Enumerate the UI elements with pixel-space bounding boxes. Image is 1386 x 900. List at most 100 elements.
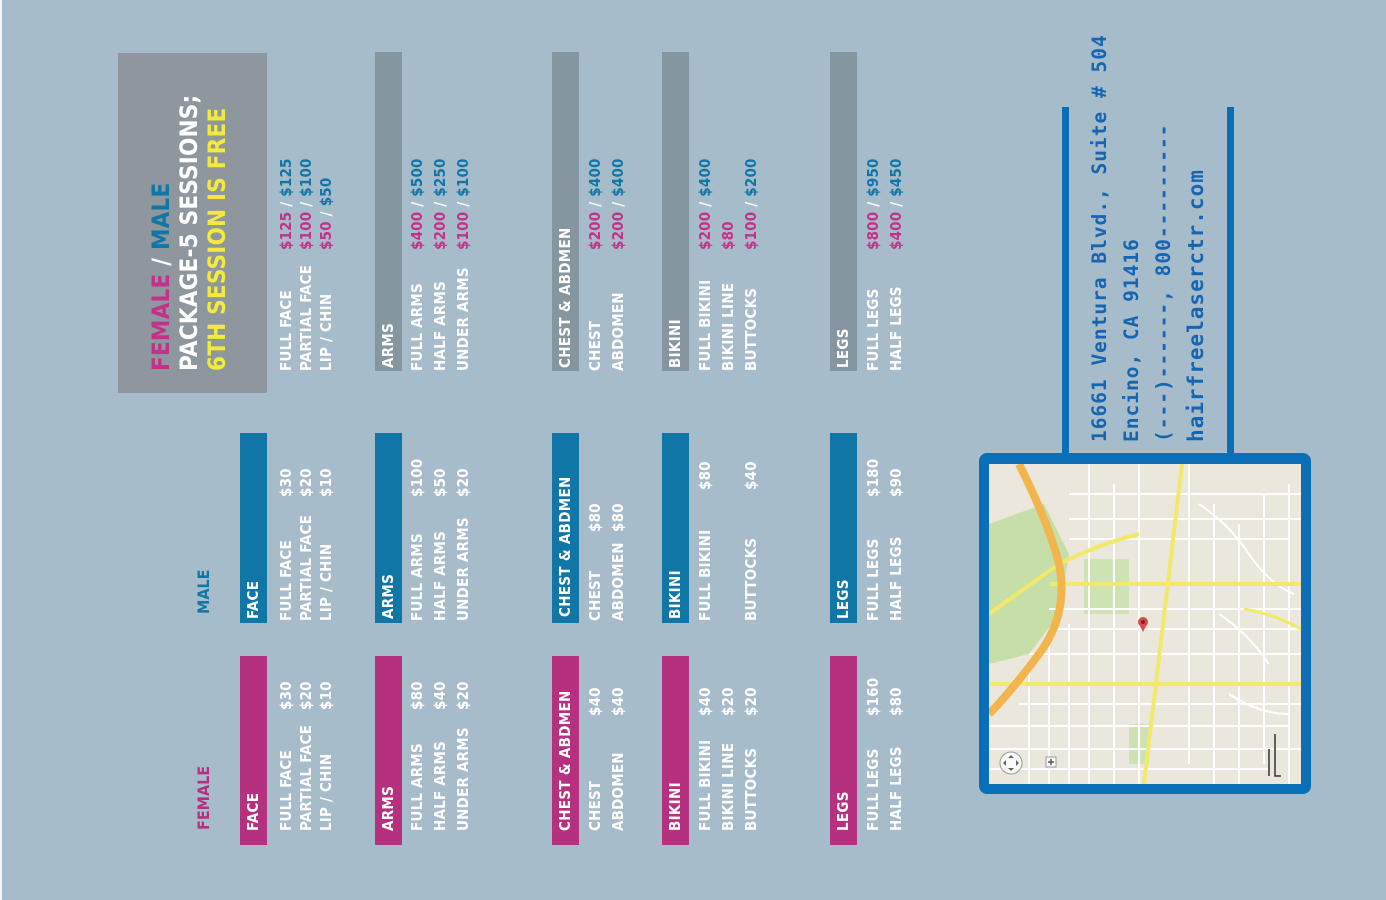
male-chest-bar — [552, 433, 579, 623]
package-sessions-line: PACKAGE-5 SESSIONS; — [175, 94, 203, 371]
male-arms-item-2: HALF ARMS — [431, 530, 449, 621]
male-chest-item-2: ABDOMEN — [609, 542, 627, 621]
pkg-bikini-item-2: BIKINI LINE — [719, 282, 737, 371]
male-bikini-item-2: BUTTOCKS — [742, 537, 760, 621]
pkg-legs-price-1: $800 / $950 — [864, 158, 882, 250]
female-legs-title: LEGS — [834, 791, 852, 831]
female-bikini-bar — [662, 656, 689, 845]
male-legs-item-1: FULL LEGS — [864, 538, 882, 621]
location-map[interactable] — [979, 453, 1311, 794]
pkg-legs-title: LEGS — [834, 328, 852, 368]
pkg-bikini-price-1: $200 / $400 — [696, 158, 714, 250]
pkg-arms-title: ARMS — [379, 322, 397, 368]
pkg-arms-price-2: $200 / $250 — [431, 158, 449, 250]
pkg-face-item-1: FULL FACE — [277, 290, 295, 371]
male-chest-title: CHEST & ABDMEN — [556, 476, 574, 617]
pkg-arms-item-3: UNDER ARMS — [454, 267, 472, 371]
male-face-price-1: $30 — [277, 468, 295, 497]
female-face-item-2: PARTIAL FACE — [297, 724, 315, 831]
female-face-price-1: $30 — [277, 681, 295, 710]
female-arms-price-2: $40 — [431, 681, 449, 710]
female-arms-bar — [375, 656, 402, 845]
pkg-face-item-2: PARTIAL FACE — [297, 264, 315, 371]
male-bikini-bar — [662, 433, 689, 623]
map-location-pin[interactable] — [1138, 617, 1148, 632]
female-arms-item-3: UNDER ARMS — [454, 727, 472, 831]
male-label: MALE — [194, 569, 213, 614]
female-bikini-price-3: $20 — [742, 687, 760, 716]
pkg-bikini-price-2: $80 — [719, 221, 737, 250]
male-face-item-3: LIP / CHIN — [317, 543, 335, 621]
map-park-area — [1084, 559, 1129, 614]
pkg-arms-item-2: HALF ARMS — [431, 280, 449, 371]
male-bikini-price-1: $80 — [696, 461, 714, 490]
female-arms-price-1: $80 — [408, 681, 426, 710]
package-slash: / — [147, 250, 175, 274]
female-face-item-1: FULL FACE — [277, 750, 295, 831]
female-bikini-item-1: FULL BIKINI — [696, 739, 714, 831]
pkg-chest-price-2: $200 / $400 — [609, 158, 627, 250]
map-scale-bar — [1268, 734, 1281, 777]
map-canvas[interactable] — [989, 464, 1301, 784]
contact-address: 16661 Ventura Blvd., Suite # 504 — [1088, 34, 1111, 442]
female-bikini-title: BIKINI — [666, 782, 684, 831]
package-card: FEMALE / MALE PACKAGE-5 SESSIONS; 6TH SE… — [118, 53, 267, 393]
pkg-bikini-bar — [662, 52, 689, 371]
map-road-ventura-blvd — [1142, 464, 1184, 784]
male-chest-item-1: CHEST — [586, 570, 604, 621]
female-chest-price-1: $40 — [586, 687, 604, 716]
male-face-price-3: $10 — [317, 468, 335, 497]
pkg-chest-price-1: $200 / $400 — [586, 158, 604, 250]
female-chest-bar — [552, 656, 579, 845]
page-edge — [0, 0, 2, 900]
female-legs-price-2: $80 — [887, 687, 905, 716]
package-gender-line: FEMALE / MALE — [147, 183, 175, 371]
pkg-bikini-item-1: FULL BIKINI — [696, 279, 714, 371]
female-chest-price-2: $40 — [609, 687, 627, 716]
male-legs-title: LEGS — [834, 579, 852, 619]
map-freeway — [989, 464, 1066, 717]
pkg-legs-item-1: FULL LEGS — [864, 288, 882, 371]
map-pan-control[interactable] — [999, 751, 1023, 775]
pkg-arms-item-1: FULL ARMS — [408, 283, 426, 371]
pkg-legs-price-2: $400 / $450 — [887, 158, 905, 250]
female-arms-price-3: $20 — [454, 681, 472, 710]
female-chest-item-2: ABDOMEN — [609, 752, 627, 831]
pkg-chest-item-2: ABDOMEN — [609, 292, 627, 371]
male-face-bar — [240, 433, 267, 623]
package-free-session-line: 6TH SESSION IS FREE — [203, 107, 231, 371]
pkg-bikini-price-3: $100 / $200 — [742, 158, 760, 250]
pkg-arms-bar — [375, 52, 402, 371]
female-bikini-price-2: $20 — [719, 687, 737, 716]
male-arms-title: ARMS — [379, 573, 397, 619]
female-chest-title: CHEST & ABDMEN — [556, 690, 574, 831]
male-face-item-1: FULL FACE — [277, 540, 295, 621]
pkg-bikini-title: BIKINI — [666, 319, 684, 368]
contact-website[interactable]: hairfreelaserctr.com — [1184, 169, 1208, 442]
male-arms-item-1: FULL ARMS — [408, 533, 426, 621]
pkg-chest-title: CHEST & ABDMEN — [556, 227, 574, 368]
female-legs-bar — [830, 656, 857, 845]
male-legs-bar — [830, 433, 857, 623]
pkg-face-price-1: $125 / $125 — [277, 158, 295, 250]
female-bikini-item-2: BIKINI LINE — [719, 742, 737, 831]
female-legs-item-1: FULL LEGS — [864, 748, 882, 831]
female-arms-title: ARMS — [379, 785, 397, 831]
pkg-arms-price-3: $100 / $100 — [454, 158, 472, 250]
pkg-chest-bar — [552, 52, 579, 371]
female-face-price-3: $10 — [317, 681, 335, 710]
map-zoom-in-button[interactable] — [1045, 756, 1057, 768]
male-arms-item-3: UNDER ARMS — [454, 517, 472, 621]
male-chest-price-2: $80 — [609, 503, 627, 532]
contact-city: Encino, CA 91416 — [1120, 238, 1143, 442]
pkg-face-item-3: LIP / CHIN — [317, 293, 335, 371]
contact-rule-left — [1062, 107, 1069, 457]
male-bikini-item-1: FULL BIKINI — [696, 529, 714, 621]
female-legs-item-2: HALF LEGS — [887, 746, 905, 831]
contact-rule-right — [1227, 107, 1234, 457]
pkg-arms-price-1: $400 / $500 — [408, 158, 426, 250]
female-face-item-3: LIP / CHIN — [317, 753, 335, 831]
female-face-bar — [240, 656, 267, 845]
male-legs-item-2: HALF LEGS — [887, 536, 905, 621]
pkg-legs-item-2: HALF LEGS — [887, 286, 905, 371]
